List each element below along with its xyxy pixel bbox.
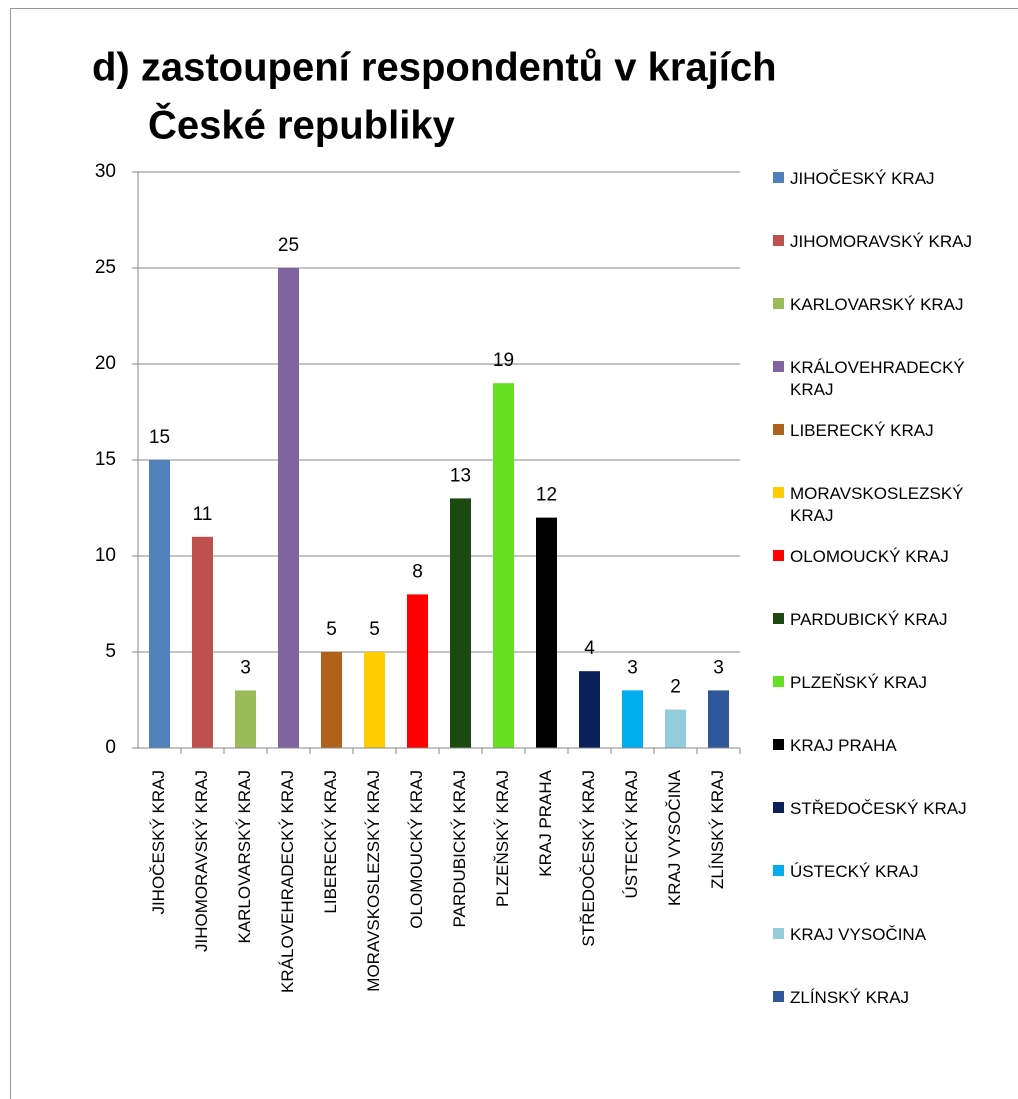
data-label: 19 (493, 350, 514, 371)
x-tick-label: KARLOVARSKÝ KRAJ (235, 770, 254, 944)
legend-label: MORAVSKOSLEZSKÝ KRAJ (790, 484, 964, 525)
bar (149, 460, 170, 748)
y-tick-label: 15 (95, 449, 116, 470)
legend-label: PARDUBICKÝ KRAJ (790, 610, 948, 629)
legend-swatch (773, 361, 784, 372)
data-label: 15 (149, 427, 170, 448)
legend-swatch (773, 550, 784, 561)
data-label: 4 (584, 638, 595, 659)
x-tick-label: ZLÍNSKÝ KRAJ (708, 770, 727, 889)
legend-swatch (773, 487, 784, 498)
bar (708, 690, 729, 748)
chart-title: d) zastoupení respondentů v krajích (92, 46, 777, 90)
chart-title: České republiky (148, 102, 456, 148)
x-tick-label: ÚSTECKÝ KRAJ (622, 770, 641, 898)
data-label: 13 (450, 465, 471, 486)
bar (321, 652, 342, 748)
bar (450, 498, 471, 748)
legend-label: JIHOČESKÝ KRAJ (790, 169, 935, 188)
legend-label: ZLÍNSKÝ KRAJ (790, 988, 910, 1007)
y-tick-label: 30 (95, 161, 116, 182)
legend-swatch (773, 613, 784, 624)
data-label: 11 (193, 504, 213, 525)
bar (493, 383, 514, 748)
x-tick-label: LIBERECKÝ KRAJ (321, 770, 340, 914)
x-tick-label: PLZEŇSKÝ KRAJ (493, 770, 512, 907)
legend-label: JIHOMORAVSKÝ KRAJ (790, 232, 972, 251)
x-tick-label: STŘEDOČESKÝ KRAJ (579, 770, 598, 947)
legend-label: KRAJ VYSOČINA (790, 925, 927, 944)
data-label: 2 (670, 677, 681, 698)
data-label: 3 (627, 657, 638, 678)
data-label: 8 (412, 561, 423, 582)
legend-swatch (773, 676, 784, 687)
bar (364, 652, 385, 748)
y-tick-label: 10 (95, 545, 116, 566)
bar (278, 268, 299, 748)
legend-swatch (773, 991, 784, 1002)
legend-label: STŘEDOČESKÝ KRAJ (790, 799, 967, 818)
data-label: 5 (326, 619, 337, 640)
legend-swatch (773, 298, 784, 309)
legend-swatch (773, 424, 784, 435)
frame (10, 8, 1018, 1099)
x-tick-label: KRÁLOVEHRADECKÝ KRAJ (278, 770, 297, 993)
bar (622, 690, 643, 748)
y-tick-label: 5 (105, 641, 116, 662)
legend-swatch (773, 865, 784, 876)
bar (536, 517, 557, 748)
x-tick-label: JIHOČESKÝ KRAJ (149, 770, 168, 915)
x-tick-label: KRAJ PRAHA (536, 769, 555, 876)
legend-label: OLOMOUCKÝ KRAJ (790, 547, 949, 566)
x-tick-label: OLOMOUCKÝ KRAJ (407, 770, 426, 929)
bar (407, 594, 428, 748)
legend-label: KRAJ PRAHA (790, 736, 897, 755)
x-tick-label: JIHOMORAVSKÝ KRAJ (192, 770, 211, 952)
legend-swatch (773, 235, 784, 246)
legend-label: LIBERECKÝ KRAJ (790, 421, 934, 440)
legend-label: KRÁLOVEHRADECKÝ KRAJ (790, 358, 965, 399)
y-tick-label: 25 (95, 257, 116, 278)
bar (235, 690, 256, 748)
y-tick-label: 0 (105, 737, 116, 758)
data-label: 3 (240, 657, 251, 678)
data-label: 3 (713, 657, 724, 678)
y-tick-label: 20 (95, 353, 116, 374)
legend-swatch (773, 172, 784, 183)
legend-swatch (773, 802, 784, 813)
legend-label: ÚSTECKÝ KRAJ (790, 862, 919, 881)
x-tick-label: MORAVSKOSLEZSKÝ KRAJ (364, 770, 383, 992)
bar (665, 709, 686, 748)
legend-swatch (773, 739, 784, 750)
data-label: 12 (536, 485, 557, 506)
legend-label: PLZEŇSKÝ KRAJ (790, 673, 927, 692)
bar (579, 671, 600, 748)
bar (192, 536, 213, 748)
x-tick-label: KRAJ VYSOČINA (665, 769, 684, 906)
legend-swatch (773, 928, 784, 939)
legend-label: KARLOVARSKÝ KRAJ (790, 295, 964, 314)
data-label: 5 (369, 619, 380, 640)
data-label: 25 (278, 235, 299, 256)
x-tick-label: PARDUBICKÝ KRAJ (450, 770, 469, 927)
